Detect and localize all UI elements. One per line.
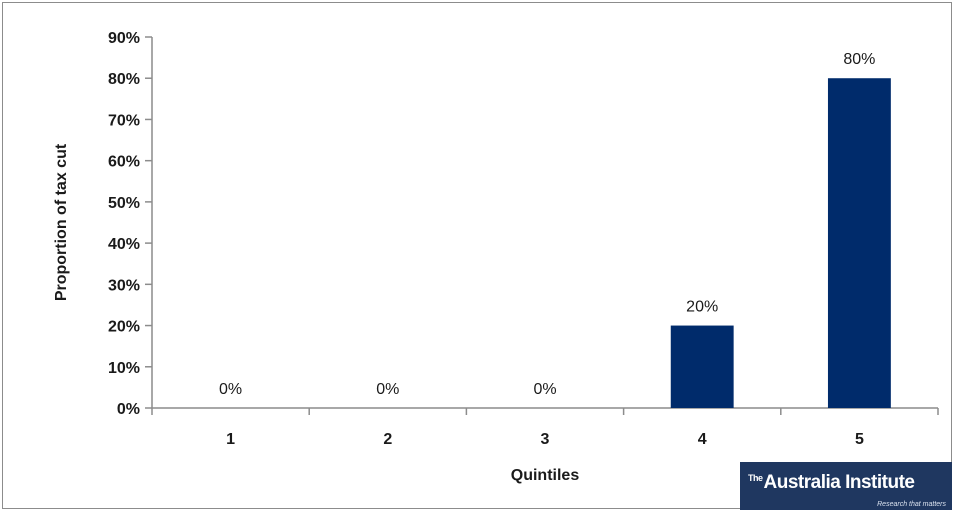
x-tick-label: 5 bbox=[855, 431, 864, 448]
x-tick-label: 1 bbox=[226, 431, 235, 448]
data-label: 0% bbox=[533, 381, 556, 398]
bar bbox=[827, 78, 891, 408]
x-axis-title: Quintiles bbox=[511, 467, 580, 484]
y-tick-label: 50% bbox=[108, 195, 140, 212]
data-label: 80% bbox=[843, 51, 875, 68]
data-label: 0% bbox=[376, 381, 399, 398]
logo-prefix: The bbox=[748, 472, 763, 483]
y-tick-label: 0% bbox=[117, 401, 140, 418]
y-tick-label: 30% bbox=[108, 277, 140, 294]
y-tick-label: 10% bbox=[108, 360, 140, 377]
x-tick-label: 4 bbox=[698, 431, 707, 448]
y-axis-title: Proportion of tax cut bbox=[53, 143, 70, 301]
x-axis: 1 2 3 4 5 bbox=[151, 407, 939, 448]
y-tick-label: 90% bbox=[108, 30, 140, 47]
data-labels: 0% 0% 0% 20% 80% bbox=[219, 51, 875, 398]
y-tick-label: 40% bbox=[108, 236, 140, 253]
x-tick-label: 2 bbox=[383, 431, 392, 448]
logo-wordmark: TheAustralia Institute bbox=[748, 472, 944, 494]
data-label: 20% bbox=[686, 299, 718, 316]
y-tick-label: 60% bbox=[108, 154, 140, 171]
australia-institute-logo: TheAustralia Institute Research that mat… bbox=[740, 462, 952, 510]
y-tick-label: 20% bbox=[108, 319, 140, 336]
bar bbox=[670, 325, 734, 408]
logo-name: Australia Institute bbox=[763, 472, 915, 493]
y-axis: 0% 10% 20% 30% 40% 50% 60% 70% 80% 90% bbox=[108, 30, 153, 418]
y-tick-label: 70% bbox=[108, 112, 140, 129]
logo-tagline: Research that matters bbox=[877, 501, 946, 508]
y-tick-label: 80% bbox=[108, 71, 140, 88]
bars bbox=[670, 78, 891, 408]
x-tick-label: 3 bbox=[541, 431, 550, 448]
data-label: 0% bbox=[219, 381, 242, 398]
